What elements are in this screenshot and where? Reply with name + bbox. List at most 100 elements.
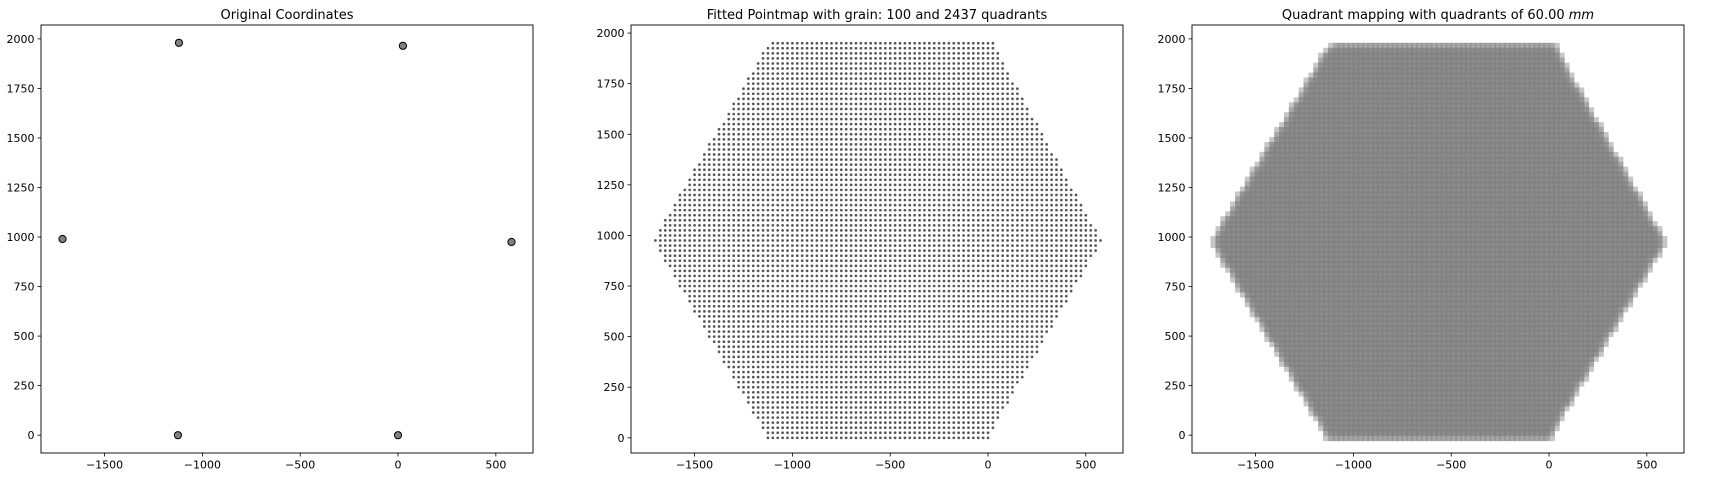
data-point bbox=[1020, 264, 1024, 268]
data-point bbox=[918, 294, 921, 298]
data-point bbox=[864, 143, 868, 146]
data-point bbox=[869, 325, 872, 328]
data-point bbox=[923, 274, 926, 278]
data-point bbox=[947, 178, 951, 182]
data-point bbox=[1001, 132, 1005, 136]
data-point bbox=[747, 320, 750, 323]
data-point bbox=[996, 102, 1000, 106]
data-point bbox=[1016, 370, 1019, 374]
data-point bbox=[874, 198, 877, 202]
data-point bbox=[913, 127, 917, 131]
data-point bbox=[712, 178, 716, 182]
data-point bbox=[996, 345, 1000, 349]
data-point bbox=[888, 168, 892, 172]
data-point bbox=[825, 122, 828, 126]
data-point bbox=[981, 411, 985, 414]
data-point bbox=[781, 87, 784, 91]
data-point bbox=[663, 259, 667, 263]
data-point bbox=[942, 411, 946, 414]
data-point bbox=[703, 315, 706, 318]
data-point bbox=[883, 345, 887, 349]
data-point bbox=[1001, 97, 1005, 101]
data-point bbox=[883, 416, 887, 419]
data-point bbox=[844, 299, 848, 303]
data-point bbox=[898, 355, 902, 359]
data-point bbox=[947, 385, 951, 389]
data-point bbox=[913, 431, 917, 435]
data-point bbox=[903, 259, 907, 263]
data-point bbox=[712, 304, 716, 308]
data-point bbox=[918, 385, 921, 389]
data-point bbox=[844, 163, 848, 166]
data-point bbox=[678, 234, 682, 237]
data-point bbox=[947, 304, 951, 308]
data-point bbox=[820, 395, 824, 399]
data-point bbox=[1006, 143, 1009, 146]
data-point bbox=[761, 380, 765, 384]
data-point bbox=[668, 213, 672, 217]
data-point bbox=[707, 148, 711, 151]
data-point bbox=[747, 355, 750, 359]
data-point bbox=[722, 173, 726, 177]
data-point bbox=[1016, 163, 1019, 166]
data-point bbox=[996, 284, 1000, 288]
data-point bbox=[854, 168, 858, 172]
data-point bbox=[693, 294, 696, 298]
data-point bbox=[766, 309, 770, 313]
data-point bbox=[967, 158, 970, 161]
data-point bbox=[1006, 325, 1009, 328]
data-point bbox=[1001, 107, 1005, 111]
data-point bbox=[849, 411, 853, 414]
data-point bbox=[913, 102, 917, 106]
data-point bbox=[781, 401, 784, 404]
data-point bbox=[1045, 158, 1049, 161]
data-point bbox=[766, 249, 770, 252]
data-point bbox=[727, 122, 731, 126]
data-point bbox=[688, 223, 692, 227]
data-point bbox=[722, 299, 726, 303]
data-point bbox=[908, 325, 912, 328]
data-point bbox=[815, 365, 819, 369]
data-point bbox=[678, 269, 682, 273]
data-point bbox=[1016, 117, 1019, 121]
data-point bbox=[971, 431, 975, 435]
data-point bbox=[888, 102, 892, 106]
data-point bbox=[742, 198, 745, 202]
data-point bbox=[903, 269, 907, 273]
data-point bbox=[923, 193, 926, 197]
x-tick-label: −1000 bbox=[184, 459, 221, 472]
data-point bbox=[786, 421, 789, 424]
data-point bbox=[903, 213, 907, 217]
data-point bbox=[717, 158, 721, 161]
data-point bbox=[761, 87, 765, 91]
data-point bbox=[737, 309, 740, 313]
data-point bbox=[893, 269, 897, 273]
data-point bbox=[1020, 122, 1024, 126]
data-point bbox=[825, 401, 828, 404]
data-point bbox=[742, 132, 745, 136]
data-point bbox=[996, 395, 1000, 399]
data-point bbox=[771, 218, 775, 222]
data-point bbox=[923, 163, 926, 166]
data-point bbox=[825, 385, 828, 389]
data-point bbox=[927, 330, 931, 333]
data-point bbox=[830, 370, 833, 374]
data-point bbox=[1025, 132, 1029, 136]
data-point bbox=[1055, 259, 1058, 263]
data-point bbox=[967, 234, 970, 237]
data-point bbox=[761, 269, 765, 273]
data-point bbox=[1011, 330, 1014, 333]
data-point bbox=[839, 431, 843, 435]
data-point bbox=[776, 431, 780, 435]
data-point bbox=[937, 163, 941, 166]
data-point bbox=[707, 229, 711, 232]
data-point bbox=[1069, 269, 1073, 273]
data-point bbox=[1030, 143, 1034, 146]
data-point bbox=[766, 168, 770, 172]
data-point bbox=[986, 188, 990, 192]
data-point bbox=[1040, 244, 1044, 247]
data-point bbox=[747, 345, 750, 349]
data-point bbox=[937, 218, 941, 222]
data-point bbox=[815, 421, 819, 424]
data-point bbox=[908, 406, 912, 409]
